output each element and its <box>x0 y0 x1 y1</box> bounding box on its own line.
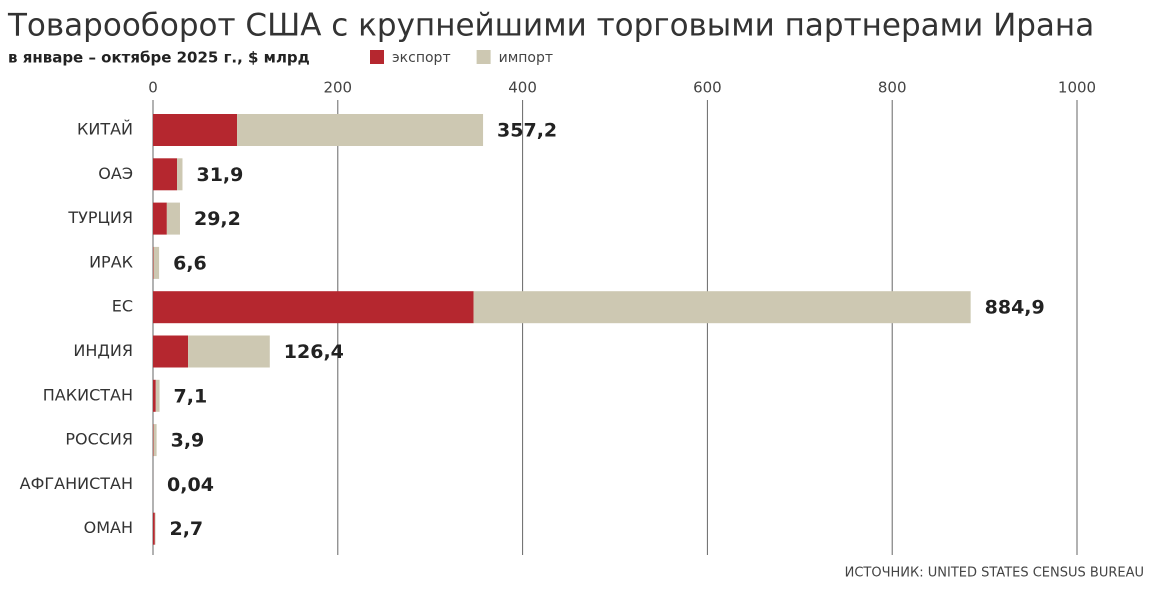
bar-segment <box>177 158 183 191</box>
bar-segment <box>153 335 189 368</box>
value-label: 2,7 <box>169 518 203 540</box>
bar-segment <box>153 424 157 457</box>
legend: экспорт импорт <box>370 50 553 66</box>
y-tick-label: ЕС <box>112 297 133 316</box>
bar-segment <box>153 512 155 545</box>
bar-segment <box>237 114 484 146</box>
bar-segment <box>153 379 156 412</box>
chart-title: Товарооборот США с крупнейшими торговыми… <box>7 8 1094 44</box>
source: ИСТОЧНИК: UNITED STATES CENSUS BUREAU <box>845 566 1144 581</box>
x-tick-label: 200 <box>323 79 352 97</box>
y-tick-label: ТУРЦИЯ <box>67 208 133 227</box>
y-tick-label: КИТАЙ <box>77 120 133 139</box>
bar-segment <box>153 246 160 279</box>
value-label: 357,2 <box>497 120 557 142</box>
value-label: 884,9 <box>985 297 1045 319</box>
x-tick-label: 600 <box>693 79 722 97</box>
value-label: 0,04 <box>167 474 214 496</box>
legend-swatch <box>476 50 491 64</box>
value-label: 31,9 <box>196 164 243 186</box>
chart-subtitle: в январе – октябре 2025 г., $ млрд <box>8 49 310 67</box>
bar-segment <box>153 114 238 146</box>
bar-segment <box>155 379 160 412</box>
y-tick-label: АФГАНИСТАН <box>20 474 133 493</box>
bar-segment <box>473 291 971 324</box>
value-label: 126,4 <box>284 341 344 363</box>
value-label: 3,9 <box>171 430 205 452</box>
y-tick-label: РОССИЯ <box>65 430 133 449</box>
x-tick-label: 1000 <box>1058 79 1096 97</box>
y-tick-label: ИРАК <box>89 252 134 271</box>
value-label: 29,2 <box>194 208 241 230</box>
bar-segment <box>153 202 167 235</box>
bar-segment <box>153 291 474 324</box>
bar-segment <box>166 202 180 235</box>
legend-swatch <box>370 50 384 64</box>
y-tick-label: ИНДИЯ <box>73 341 133 360</box>
x-tick-label: 800 <box>878 79 907 97</box>
x-tick-label: 400 <box>508 79 537 97</box>
legend-label: экспорт <box>392 50 451 66</box>
bar-segment <box>154 512 156 545</box>
y-tick-label: ПАКИСТАН <box>43 385 133 404</box>
y-tick-label: ОМАН <box>84 518 133 537</box>
x-tick-label: 0 <box>148 79 158 97</box>
bar-segment <box>188 335 270 368</box>
value-label: 7,1 <box>174 385 208 407</box>
value-label: 6,6 <box>173 252 207 274</box>
bar-segment <box>153 158 178 191</box>
y-tick-label: ОАЭ <box>98 164 133 183</box>
legend-label: импорт <box>499 50 553 66</box>
